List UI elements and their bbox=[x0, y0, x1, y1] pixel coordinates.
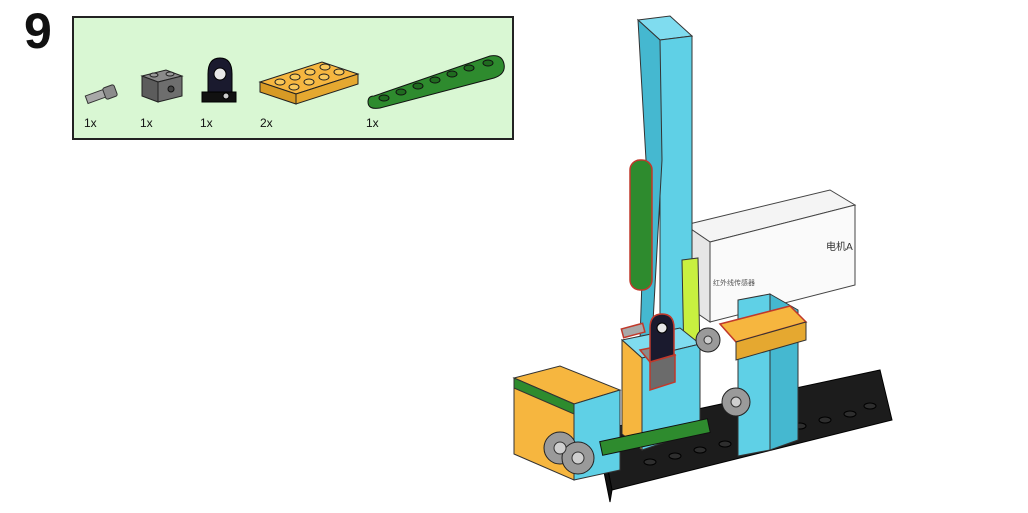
sensor-label: 红外线传感器 bbox=[713, 278, 755, 287]
technic-brick-icon bbox=[140, 69, 184, 103]
assembled-model-illustration: 电机A 红外线传感器 bbox=[512, 15, 893, 503]
part-quantity: 1x bbox=[200, 116, 213, 130]
step-number: 9 bbox=[24, 3, 52, 59]
part-quantity: 1x bbox=[84, 116, 97, 130]
axle-connector-icon bbox=[84, 84, 118, 105]
part-quantity: 1x bbox=[366, 116, 379, 130]
motor-label: 电机A bbox=[826, 240, 853, 253]
parts-list-panel: 1x 1x 1x 2x bbox=[72, 16, 514, 140]
plate-icon bbox=[258, 61, 360, 105]
part-quantity: 1x bbox=[140, 116, 153, 130]
beam-icon bbox=[367, 55, 505, 109]
bracket-icon bbox=[201, 57, 237, 103]
part-quantity: 2x bbox=[260, 116, 273, 130]
